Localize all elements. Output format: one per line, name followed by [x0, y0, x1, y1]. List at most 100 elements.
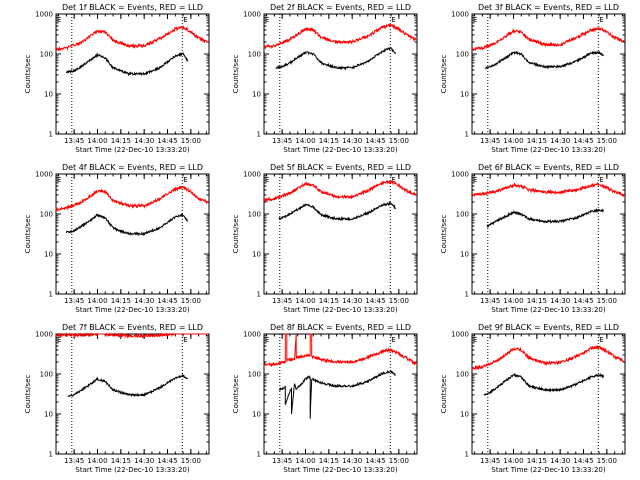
panel-title: Det 6f BLACK = Events, RED = LLD	[478, 163, 619, 172]
panel-det-6: Det 6f BLACK = Events, RED = LLD 1 10 100 10…	[440, 163, 626, 314]
x-tick-label: 13:45	[480, 457, 500, 465]
events-series-line	[486, 207, 605, 229]
x-tick-label: 13:45	[272, 457, 292, 465]
y-tick-label: 1	[49, 131, 53, 139]
panel-title: Det 7f BLACK = Events, RED = LLD	[62, 323, 203, 332]
x-tick-label: 14:45	[157, 297, 177, 305]
plot-frame	[471, 173, 626, 295]
y-tick-label: 1	[257, 451, 261, 459]
y-tick-label: 1000	[35, 11, 53, 19]
y-tick-label: 1	[49, 291, 53, 299]
events-series-line	[483, 372, 605, 396]
x-tick-label: 14:15	[319, 137, 339, 145]
x-tick-label: 14:30	[134, 457, 154, 465]
y-tick-label: 100	[248, 211, 261, 219]
y-tick-label: 1	[257, 291, 261, 299]
marker-label: E	[57, 336, 61, 344]
panel-det-7: Det 7f BLACK = Events, RED = LLD 1 10 100 10…	[24, 323, 210, 474]
x-tick-label: 14:45	[365, 137, 385, 145]
plot-frame	[263, 13, 418, 135]
y-tick-label: 10	[44, 251, 53, 259]
y-axis-label: Counts/sec	[24, 375, 32, 414]
marker-label: E	[265, 16, 269, 24]
panel-det-4: Det 4f BLACK = Events, RED = LLD 1 10 100 10…	[24, 163, 210, 314]
x-tick-label: 13:45	[480, 137, 500, 145]
marker-label: E	[473, 336, 477, 344]
x-tick-label: 14:30	[342, 457, 362, 465]
x-tick-label: 15:00	[181, 457, 201, 465]
x-tick-label: 15:00	[597, 137, 617, 145]
lld-series-line	[471, 26, 625, 52]
x-tick-label: 14:15	[111, 457, 131, 465]
x-axis-label: Start Time (22-Dec-10 13:33:20)	[283, 466, 397, 474]
y-tick-label: 100	[456, 371, 469, 379]
x-tick-label: 14:00	[87, 137, 107, 145]
lld-series-line	[55, 25, 209, 53]
y-tick-label: 100	[456, 51, 469, 59]
plot-frame	[471, 13, 626, 135]
panel-det-1: Det 1f BLACK = Events, RED = LLD 1 10 100 10…	[24, 3, 210, 154]
marker-label: E	[265, 336, 269, 344]
marker-label: E	[599, 336, 603, 344]
y-tick-label: 10	[460, 251, 469, 259]
x-tick-label: 15:00	[389, 137, 409, 145]
x-tick-label: 14:00	[295, 137, 315, 145]
marker-label: E	[183, 16, 187, 24]
y-tick-label: 10	[44, 411, 53, 419]
lld-series-line	[263, 333, 417, 368]
x-tick-label: 14:45	[365, 297, 385, 305]
y-tick-label: 10	[252, 411, 261, 419]
x-tick-label: 14:00	[295, 297, 315, 305]
events-series-line	[65, 212, 189, 237]
y-tick-label: 1	[465, 291, 469, 299]
x-axis-label: Start Time (22-Dec-10 13:33:20)	[283, 146, 397, 154]
events-series-line	[67, 373, 189, 398]
y-tick-label: 10	[252, 91, 261, 99]
x-tick-label: 14:00	[87, 457, 107, 465]
y-axis-label: Counts/sec	[440, 215, 448, 254]
plot-frame	[263, 173, 418, 295]
marker-label: E	[473, 16, 477, 24]
lld-series-line	[55, 185, 209, 213]
x-tick-label: 14:00	[295, 457, 315, 465]
marker-label: E	[57, 176, 61, 184]
y-tick-label: 100	[248, 371, 261, 379]
marker-label: E	[265, 176, 269, 184]
x-tick-label: 14:15	[111, 137, 131, 145]
x-tick-label: 14:30	[134, 297, 154, 305]
events-series-line	[65, 51, 189, 77]
y-tick-label: 1000	[35, 171, 53, 179]
events-series-line	[275, 47, 397, 71]
x-axis-label: Start Time (22-Dec-10 13:33:20)	[283, 306, 397, 314]
y-axis-label: Counts/sec	[24, 55, 32, 94]
x-tick-label: 14:00	[503, 297, 523, 305]
events-series-line	[278, 201, 397, 222]
marker-label: E	[391, 16, 395, 24]
panel-det-9: Det 9f BLACK = Events, RED = LLD 1 10 100 10…	[440, 323, 626, 474]
plot-frame	[55, 333, 210, 455]
y-tick-label: 100	[40, 371, 53, 379]
y-tick-label: 1000	[243, 331, 261, 339]
panel-title: Det 4f BLACK = Events, RED = LLD	[62, 163, 203, 172]
panel-title: Det 2f BLACK = Events, RED = LLD	[270, 3, 411, 12]
x-tick-label: 14:00	[87, 297, 107, 305]
x-tick-label: 14:45	[573, 457, 593, 465]
x-tick-label: 15:00	[389, 297, 409, 305]
marker-label: E	[183, 336, 187, 344]
y-axis-label: Counts/sec	[440, 55, 448, 94]
y-axis-label: Counts/sec	[440, 375, 448, 414]
y-tick-label: 10	[252, 251, 261, 259]
x-tick-label: 14:30	[134, 137, 154, 145]
y-axis-label: Counts/sec	[24, 215, 32, 254]
x-tick-label: 14:30	[342, 137, 362, 145]
y-axis-label: Counts/sec	[232, 375, 240, 414]
x-tick-label: 14:30	[550, 297, 570, 305]
x-tick-label: 15:00	[181, 137, 201, 145]
x-axis-label: Start Time (22-Dec-10 13:33:20)	[75, 466, 189, 474]
x-tick-label: 14:15	[527, 457, 547, 465]
y-tick-label: 100	[456, 211, 469, 219]
x-tick-label: 14:15	[319, 457, 339, 465]
y-tick-label: 1	[49, 451, 53, 459]
x-tick-label: 14:45	[157, 457, 177, 465]
